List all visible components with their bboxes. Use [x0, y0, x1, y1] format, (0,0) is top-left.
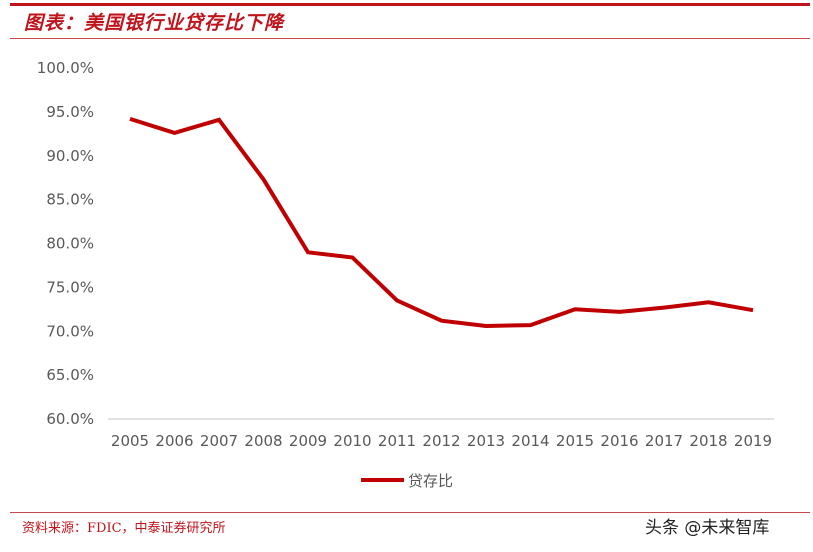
top-rule [10, 3, 810, 6]
y-tick-label: 60.0% [46, 410, 94, 428]
y-tick-label: 75.0% [46, 278, 94, 296]
x-tick-label: 2012 [422, 432, 460, 450]
y-tick-label: 65.0% [46, 366, 94, 384]
x-tick-label: 2011 [378, 432, 416, 450]
x-tick-label: 2008 [244, 432, 282, 450]
legend-label: 贷存比 [408, 472, 453, 490]
legend: 贷存比 [361, 472, 453, 490]
x-tick-label: 2019 [734, 432, 772, 450]
y-tick-label: 95.0% [46, 103, 94, 121]
x-tick-label: 2006 [155, 432, 193, 450]
chart-title: 图表：美国银行业贷存比下降 [24, 12, 285, 34]
y-tick-label: 80.0% [46, 235, 94, 253]
x-tick-label: 2017 [645, 432, 683, 450]
y-tick-label: 100.0% [37, 59, 94, 77]
title-rule [10, 38, 810, 39]
x-axis-labels: 2005 2006 2007 2008 2009 2010 2011 2012 2013 2014… [111, 432, 772, 450]
x-tick-label: 2018 [689, 432, 727, 450]
y-tick-label: 90.0% [46, 147, 94, 165]
y-axis-labels: 100.0% 95.0% 90.0% 85.0% 80.0% 75.0% 70.0% 65.0… [37, 59, 94, 428]
source-note: 资料来源：FDIC，中泰证券研究所 [22, 521, 226, 536]
x-tick-label: 2010 [333, 432, 371, 450]
x-tick-label: 2009 [289, 432, 327, 450]
y-tick-label: 85.0% [46, 191, 94, 209]
x-tick-label: 2015 [556, 432, 594, 450]
series-line-loan-deposit-ratio [129, 116, 754, 329]
x-tick-label: 2005 [111, 432, 149, 450]
footer-rule [10, 512, 810, 513]
y-tick-label: 70.0% [46, 322, 94, 340]
x-tick-label: 2016 [600, 432, 638, 450]
watermark: 头条 @未来智库 [645, 518, 770, 538]
x-tick-label: 2013 [467, 432, 505, 450]
x-tick-label: 2007 [200, 432, 238, 450]
line-chart: 100.0% 95.0% 90.0% 85.0% 80.0% 75.0% 70.0% 65.0… [37, 59, 774, 490]
x-tick-label: 2014 [511, 432, 549, 450]
